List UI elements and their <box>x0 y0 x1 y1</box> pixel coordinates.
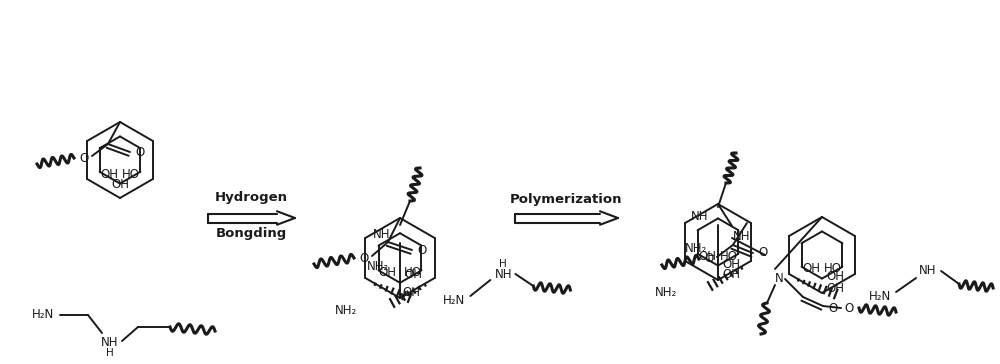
Text: NH: NH <box>691 210 709 223</box>
Text: NH: NH <box>733 229 751 242</box>
Text: NH: NH <box>495 268 512 281</box>
Text: NH: NH <box>919 264 937 277</box>
Text: O: O <box>417 244 427 257</box>
Text: NH: NH <box>373 229 391 241</box>
Text: O: O <box>359 252 369 265</box>
Text: N: N <box>775 273 783 285</box>
Text: OH: OH <box>698 249 716 262</box>
Text: NH: NH <box>101 336 119 349</box>
Text: HO: HO <box>404 266 422 280</box>
Text: OH: OH <box>402 286 420 300</box>
Text: OH: OH <box>111 178 129 190</box>
Text: OH: OH <box>378 266 396 280</box>
Text: OH: OH <box>826 281 844 294</box>
Text: O: O <box>704 253 714 265</box>
Text: OH: OH <box>722 257 740 270</box>
Text: NH₂: NH₂ <box>655 286 677 300</box>
Text: OH: OH <box>404 268 422 281</box>
Text: Polymerization: Polymerization <box>510 194 622 206</box>
Text: O: O <box>758 246 768 260</box>
Text: H: H <box>106 348 114 358</box>
Text: HO: HO <box>122 167 140 181</box>
Text: OH: OH <box>826 270 844 284</box>
Text: OH: OH <box>802 262 820 276</box>
Text: NH₂: NH₂ <box>685 241 707 254</box>
Text: O: O <box>135 146 145 158</box>
Text: HO: HO <box>720 249 738 262</box>
Text: Hydrogen: Hydrogen <box>214 191 288 205</box>
Text: NH₂: NH₂ <box>367 260 389 273</box>
Text: H: H <box>499 259 507 269</box>
Text: Bongding: Bongding <box>215 228 287 241</box>
Text: O: O <box>828 301 838 314</box>
Text: NH₂: NH₂ <box>334 304 357 317</box>
Text: OH: OH <box>722 269 740 281</box>
Text: O: O <box>79 151 89 165</box>
Text: HO: HO <box>824 262 842 276</box>
Text: H₂N: H₂N <box>32 309 54 321</box>
Text: H₂N: H₂N <box>443 293 466 306</box>
Text: O: O <box>844 301 854 314</box>
Text: H₂N: H₂N <box>869 289 891 302</box>
Text: OH: OH <box>100 167 118 181</box>
